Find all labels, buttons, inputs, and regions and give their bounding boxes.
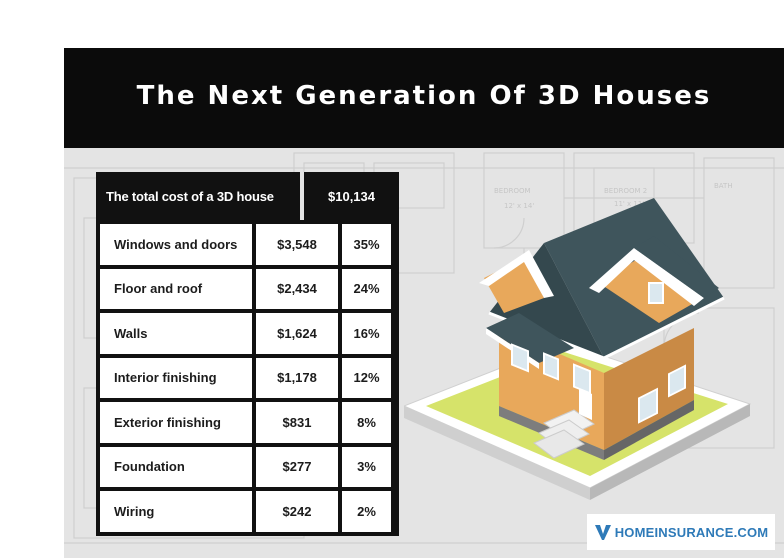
row-cost: $2,434 [256,268,338,309]
row-label: Walls [100,313,252,354]
row-cost: $277 [256,446,338,487]
row-percent: 8% [342,402,391,443]
row-percent: 24% [342,268,391,309]
row-label: Windows and doors [100,224,252,265]
header-bar: The Next Generation Of 3D Houses [64,48,784,148]
row-percent: 35% [342,224,391,265]
row-percent: 2% [342,491,391,532]
cost-rows: Windows and doors $3,548 35% Floor and r… [96,220,399,536]
total-row: The total cost of a 3D house $10,134 [96,172,399,220]
row-cost: $242 [256,491,338,532]
svg-text:BEDROOM: BEDROOM [494,187,531,195]
row-label: Foundation [100,446,252,487]
svg-text:11' x 11': 11' x 11' [614,200,644,208]
table-row: Interior finishing $1,178 12% [100,357,395,398]
infographic-panel: BEDROOM 12' x 14' BEDROOM 2 11' x 11' BA… [64,48,784,558]
cost-table: The total cost of a 3D house $10,134 Win… [96,172,399,536]
table-row: Wiring $242 2% [100,491,395,532]
row-cost: $1,624 [256,313,338,354]
v-logo-icon [594,525,611,540]
table-row: Floor and roof $2,434 24% [100,268,395,309]
row-percent: 16% [342,313,391,354]
row-cost: $3,548 [256,224,338,265]
total-value: $10,134 [328,188,375,204]
svg-text:12' x 14': 12' x 14' [504,202,534,210]
row-percent: 12% [342,357,391,398]
svg-text:BATH: BATH [714,182,733,190]
row-label: Wiring [100,491,252,532]
homeinsurance-logo: HOMEINSURANCE.COM [587,514,775,550]
table-row: Windows and doors $3,548 35% [100,224,395,265]
total-label: The total cost of a 3D house [106,188,274,204]
row-label: Floor and roof [100,268,252,309]
table-row: Walls $1,624 16% [100,313,395,354]
column-divider [300,172,304,220]
page-title: The Next Generation Of 3D Houses [136,81,712,111]
table-row: Foundation $277 3% [100,446,395,487]
row-cost: $1,178 [256,357,338,398]
row-label: Exterior finishing [100,402,252,443]
house-illustration [404,198,752,500]
svg-text:BEDROOM 2: BEDROOM 2 [604,187,647,195]
brand-text: HOMEINSURANCE.COM [614,524,769,540]
row-percent: 3% [342,446,391,487]
row-cost: $831 [256,402,338,443]
table-row: Exterior finishing $831 8% [100,402,395,443]
row-label: Interior finishing [100,357,252,398]
